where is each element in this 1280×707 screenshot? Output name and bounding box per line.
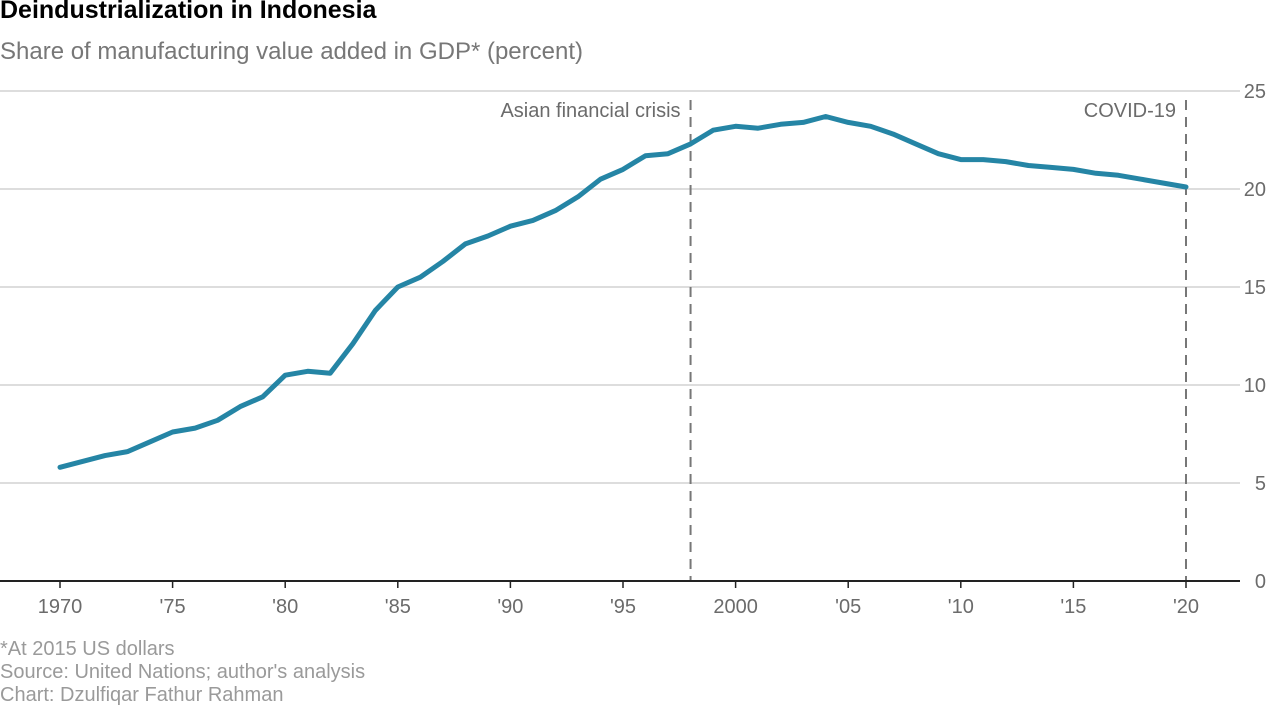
- axes: 0 5 10 15 20 25 1970 '75 '80 '85 '90 '95 2000 '05 '10 '…: [0, 81, 1266, 618]
- data-point-2007: [891, 132, 896, 137]
- data-point-2001: [756, 126, 761, 131]
- data-point-1982: [328, 371, 333, 376]
- y-tick-label-25: 25: [1244, 81, 1266, 103]
- footnotes: *At 2015 US dollars Source: United Natio…: [0, 638, 365, 707]
- data-point-2000: [733, 124, 738, 129]
- data-point-1997: [666, 151, 671, 156]
- y-tick-label-5: 5: [1255, 473, 1266, 495]
- footnote-credit: Chart: Dzulfiqar Fathur Rahman: [0, 684, 284, 706]
- data-point-2016: [1093, 171, 1098, 176]
- x-tick-label-2015: '15: [1060, 596, 1086, 618]
- data-point-1975: [170, 430, 175, 435]
- data-point-2020: [1184, 185, 1189, 190]
- data-point-2017: [1116, 173, 1121, 178]
- data-point-1999: [711, 128, 716, 133]
- data-point-1980: [283, 373, 288, 378]
- data-point-1987: [440, 259, 445, 264]
- data-point-1983: [350, 341, 355, 346]
- data-point-1991: [530, 218, 535, 223]
- footnote-note: *At 2015 US dollars: [0, 638, 175, 660]
- data-point-1977: [215, 418, 220, 423]
- data-point-1992: [553, 208, 558, 213]
- chart-title: Deindustrialization in Indonesia: [0, 0, 377, 24]
- data-point-2013: [1026, 163, 1031, 168]
- data-point-2015: [1071, 167, 1076, 172]
- x-tick-label-2005: '05: [835, 596, 861, 618]
- data-point-1981: [305, 369, 310, 374]
- x-tick-label-2020: '20: [1173, 596, 1199, 618]
- data-point-1986: [418, 275, 423, 280]
- data-point-2011: [981, 157, 986, 162]
- data-point-2003: [801, 120, 806, 125]
- data-point-2008: [913, 141, 918, 146]
- data-point-1989: [485, 234, 490, 239]
- data-point-1971: [80, 459, 85, 464]
- x-tick-label-1975: '75: [160, 596, 186, 618]
- data-point-2010: [958, 157, 963, 162]
- data-point-1973: [125, 449, 130, 454]
- data-point-1978: [238, 404, 243, 409]
- data-point-2009: [936, 151, 941, 156]
- data-point-1972: [103, 453, 108, 458]
- x-tick-label-1980: '80: [272, 596, 298, 618]
- annotation-label-0: Asian financial crisis: [500, 100, 680, 122]
- series: [57, 114, 1189, 470]
- chart-subtitle: Share of manufacturing value added in GD…: [0, 38, 583, 65]
- data-point-2004: [823, 114, 828, 119]
- annotations: Asian financial crisis COVID-19: [500, 100, 1187, 581]
- data-point-1994: [598, 177, 603, 182]
- data-point-1990: [508, 224, 513, 229]
- x-tick-label-1985: '85: [385, 596, 411, 618]
- data-point-1976: [193, 426, 198, 431]
- data-point-1974: [148, 439, 153, 444]
- y-tick-label-20: 20: [1244, 179, 1266, 201]
- x-tick-label-2000: 2000: [713, 596, 758, 618]
- data-point-1996: [643, 153, 648, 158]
- gridlines: [0, 90, 1240, 484]
- data-point-1984: [373, 308, 378, 313]
- data-point-1979: [260, 394, 265, 399]
- data-point-2002: [778, 122, 783, 127]
- data-point-1993: [575, 194, 580, 199]
- data-point-2014: [1048, 165, 1053, 170]
- series-line-0: [57, 114, 1189, 470]
- data-point-1988: [463, 241, 468, 246]
- annotation-label-1: COVID-19: [1084, 100, 1176, 122]
- data-point-1995: [621, 167, 626, 172]
- data-point-2019: [1161, 181, 1166, 186]
- x-tick-label-1995: '95: [610, 596, 636, 618]
- data-point-1998: [688, 141, 693, 146]
- data-point-2005: [846, 120, 851, 125]
- y-tick-label-0: 0: [1255, 571, 1266, 593]
- data-point-2012: [1003, 159, 1008, 164]
- x-tick-label-1990: '90: [497, 596, 523, 618]
- data-point-2018: [1138, 177, 1143, 182]
- y-tick-label-10: 10: [1244, 375, 1266, 397]
- data-point-1970: [58, 465, 63, 470]
- x-tick-label-2010: '10: [948, 596, 974, 618]
- y-tick-label-15: 15: [1244, 277, 1266, 299]
- data-point-1985: [395, 285, 400, 290]
- footnote-source: Source: United Nations; author's analysi…: [0, 661, 366, 683]
- data-point-2006: [868, 124, 873, 129]
- x-tick-label-1970: 1970: [38, 596, 83, 618]
